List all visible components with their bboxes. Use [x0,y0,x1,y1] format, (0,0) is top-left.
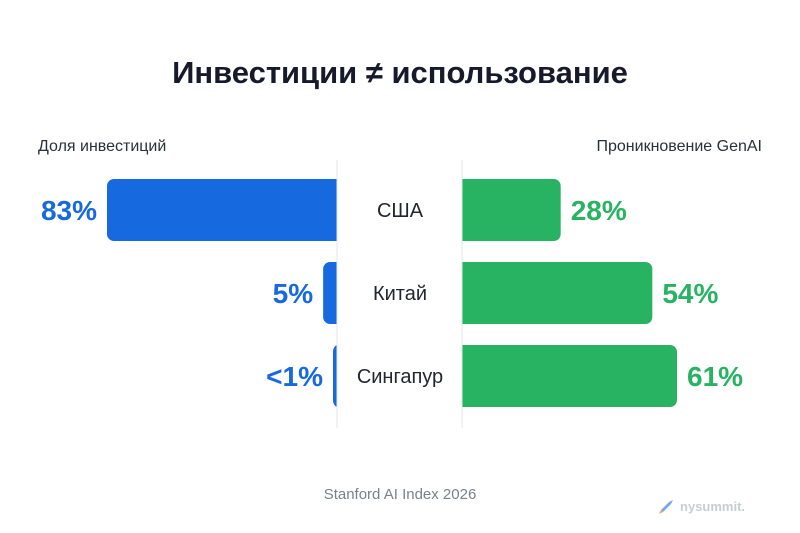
category-band-1 [337,261,462,325]
source-note: Stanford AI Index 2026 [324,486,477,503]
category-label-0: США [377,200,424,222]
bars-group: США 83% 28% Китай 5% 54% Сингапур <1% 61% [41,160,743,428]
investment-value-label-0: 83% [41,195,97,226]
genai-bar-2 [456,345,677,407]
genai-bar-1 [456,262,653,324]
genai-bar-0 [456,179,561,241]
category-band-0 [337,178,462,242]
investment-value-label-2: <1% [266,361,323,392]
genai-value-label-2: 61% [687,361,743,392]
investment-value-label-1: 5% [273,278,314,309]
category-band-2 [337,344,462,408]
left-series-label: Доля инвестиций [38,138,166,155]
right-series-label: Проникновение GenAI [597,138,763,155]
category-label-2: Сингапур [357,366,443,388]
genai-value-label-1: 54% [662,278,718,309]
category-label-1: Китай [373,283,427,305]
watermark: nysummit. [659,499,745,514]
rocket-icon [659,500,673,514]
genai-value-label-0: 28% [571,195,627,226]
investment-bar-0 [107,179,343,241]
chart-title: Инвестиции ≠ использование [172,55,628,90]
watermark-text: nysummit. [680,499,745,514]
